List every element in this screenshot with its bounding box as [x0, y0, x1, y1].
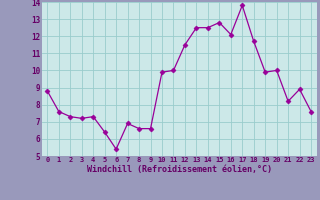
X-axis label: Windchill (Refroidissement éolien,°C): Windchill (Refroidissement éolien,°C): [87, 165, 272, 174]
